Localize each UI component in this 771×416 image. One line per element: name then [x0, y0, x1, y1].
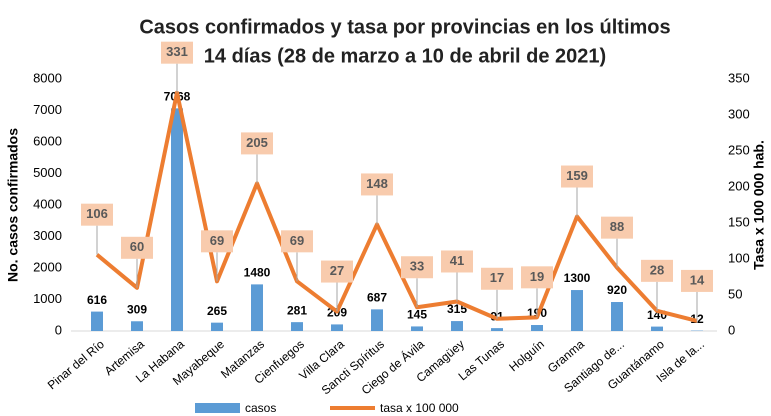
y-tick-label: 5000 — [33, 165, 62, 180]
rate-label: 33 — [410, 259, 424, 274]
rate-label-box — [121, 236, 153, 259]
y2-tick-label: 350 — [728, 70, 750, 85]
chart-title: Casos confirmados y tasa por provincias … — [139, 16, 670, 38]
rate-label: 19 — [530, 269, 544, 284]
bar — [531, 325, 543, 331]
rate-label: 28 — [650, 262, 664, 277]
rate-label-box — [81, 203, 113, 226]
bar-label: 265 — [207, 304, 227, 318]
rate-label-box — [401, 256, 433, 279]
rate-label-box — [681, 269, 713, 292]
rate-label: 88 — [610, 219, 624, 234]
bar-label: 920 — [607, 283, 627, 297]
y2-tick-label: 0 — [728, 322, 735, 337]
rate-label-box — [641, 259, 673, 282]
bar-label: 616 — [87, 293, 107, 307]
rate-label-box — [241, 132, 273, 155]
bar — [131, 321, 143, 331]
y2-tick-label: 200 — [728, 178, 750, 193]
y-tick-label: 7000 — [33, 102, 62, 117]
bar — [291, 322, 303, 331]
chart-title: 14 días (28 de marzo a 10 de abril de 20… — [204, 45, 606, 67]
bar — [611, 302, 623, 331]
bar — [651, 326, 663, 331]
rate-label: 106 — [86, 206, 108, 221]
bar — [91, 311, 103, 331]
bar — [371, 309, 383, 331]
rate-label: 17 — [490, 270, 504, 285]
x-tick-label: Holguín — [506, 337, 547, 374]
y-tick-label: 0 — [55, 322, 62, 337]
line — [95, 90, 698, 323]
bar-label: 687 — [367, 291, 387, 305]
y-tick-label: 8000 — [33, 70, 62, 85]
legend-label: tasa x 100 000 — [380, 401, 459, 415]
bar — [251, 284, 263, 331]
y-tick-label: 1000 — [33, 291, 62, 306]
rate-label: 159 — [566, 168, 588, 183]
bar — [211, 322, 223, 331]
rate-label: 14 — [690, 272, 705, 287]
rate-label-box — [201, 230, 233, 253]
y-tick-label: 4000 — [33, 196, 62, 211]
rate-label-box — [161, 41, 193, 64]
rate-label: 69 — [290, 233, 304, 248]
y2-axis-title: Tasa x 100 000 hab. — [751, 140, 767, 270]
bar-label: 1300 — [564, 271, 591, 285]
y-axis-title: No. casos confirmados — [5, 128, 21, 282]
y2-tick-label: 150 — [728, 214, 750, 229]
rate-label-box — [521, 266, 553, 289]
bar — [411, 326, 423, 331]
rate-label-box — [441, 250, 473, 273]
rate-label: 148 — [366, 176, 388, 191]
rate-label: 41 — [450, 253, 464, 268]
rate-label-box — [481, 267, 513, 290]
rate-label-box — [561, 165, 593, 188]
rate-label: 27 — [330, 263, 344, 278]
rate-label: 205 — [246, 135, 268, 150]
y-tick-label: 2000 — [33, 259, 62, 274]
bar-label: 1480 — [244, 266, 271, 280]
bar — [451, 321, 463, 331]
rate-label-box — [281, 230, 313, 253]
bar — [171, 108, 183, 331]
rate-label-box — [321, 260, 353, 283]
rate-label-box — [601, 216, 633, 239]
rate-label: 60 — [130, 239, 144, 254]
bar-label: 309 — [127, 302, 147, 316]
y-tick-label: 6000 — [33, 133, 62, 148]
rate-label-box — [361, 173, 393, 196]
bar — [491, 328, 503, 331]
y-tick-label: 3000 — [33, 228, 62, 243]
bar — [571, 290, 583, 331]
y2-tick-label: 50 — [728, 286, 742, 301]
y2-tick-label: 250 — [728, 142, 750, 157]
x-tick-label: Pinar del Río — [45, 337, 107, 393]
bar-label: 281 — [287, 303, 307, 317]
rate-label: 331 — [166, 44, 188, 59]
bar — [331, 324, 343, 331]
bar-label: 145 — [407, 308, 427, 322]
legend-swatch — [195, 403, 240, 413]
y2-tick-label: 300 — [728, 106, 750, 121]
rate-label: 69 — [210, 233, 224, 248]
legend-label: casos — [245, 401, 276, 415]
y2-tick-label: 100 — [728, 250, 750, 265]
